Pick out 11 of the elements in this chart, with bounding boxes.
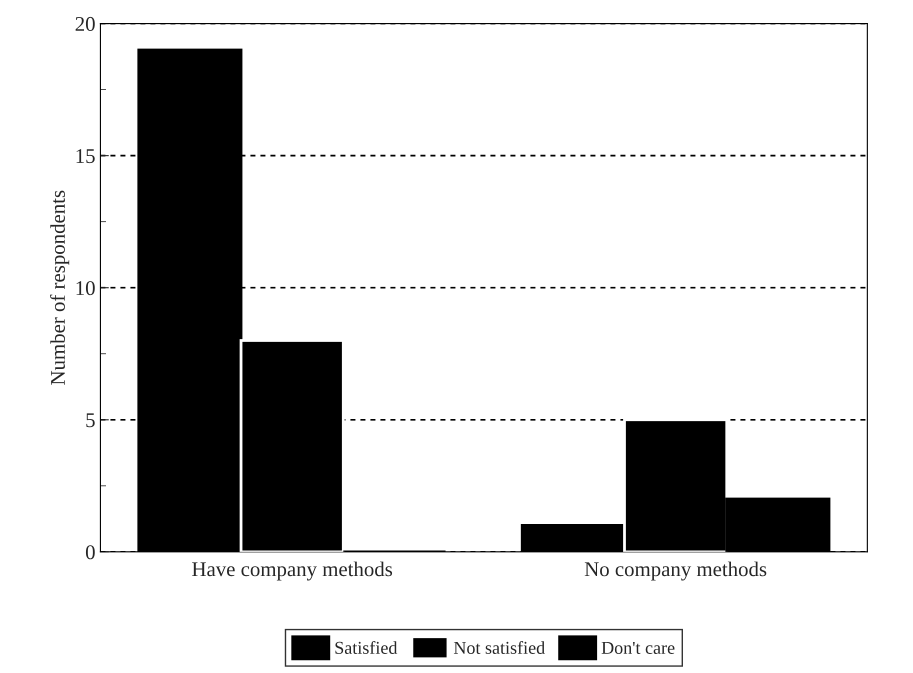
legend-label: Satisfied <box>335 641 398 654</box>
y-tick-label: 5 <box>86 413 95 428</box>
x-tick-label: Have company methods <box>192 562 392 581</box>
y-axis-title: Number of respondents <box>50 190 70 385</box>
y-tick-label: 0 <box>86 545 95 560</box>
x-tick-label: No company methods <box>584 562 766 581</box>
y-tick-label: 20 <box>76 16 95 31</box>
y-tick-label: 10 <box>76 281 95 296</box>
legend-label: Don't care <box>602 642 674 654</box>
legend-label: Not satisfied <box>454 641 545 654</box>
y-tick-label: 15 <box>76 149 95 164</box>
